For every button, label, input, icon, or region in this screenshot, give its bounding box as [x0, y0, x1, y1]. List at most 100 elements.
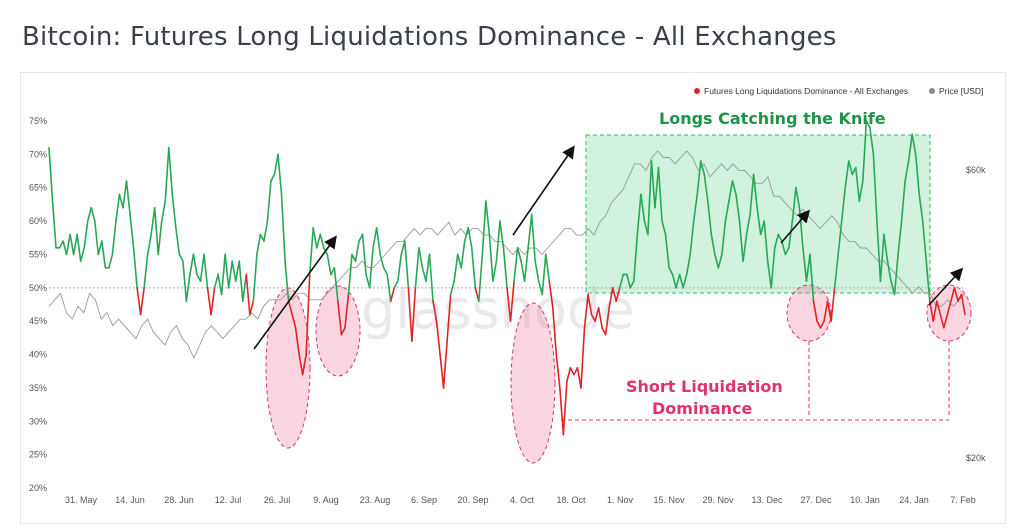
dominance-segment [650, 160, 656, 209]
dominance-segment [175, 226, 181, 256]
y-tick-label: 30% [29, 416, 47, 426]
x-tick-label: 29. Nov [702, 495, 734, 505]
dominance-segment [375, 226, 381, 256]
dominance-segment [136, 287, 142, 316]
x-tick-label: 23. Aug [360, 495, 391, 505]
dominance-segment [206, 287, 212, 316]
dominance-segment [470, 246, 477, 289]
dominance-segment [143, 253, 149, 289]
dominance-segment [146, 233, 152, 256]
dominance-segment [583, 293, 589, 329]
y-tick-label: 35% [29, 383, 47, 393]
dominance-segment [911, 133, 917, 156]
dominance-segment [224, 253, 230, 289]
dominance-segment [495, 220, 501, 262]
dominance-segment [921, 220, 928, 262]
dominance-segment [319, 233, 325, 249]
dominance-segment [618, 273, 625, 289]
dominance-segment [203, 253, 209, 289]
dominance-segment [551, 307, 558, 356]
dominance-segment [738, 220, 744, 262]
dominance-segment [513, 246, 519, 282]
dominance-segment [671, 273, 677, 289]
dominance-segment [608, 287, 614, 309]
short-dominance-ellipse-dec [786, 284, 832, 342]
dominance-segment [907, 133, 913, 162]
dominance-segment [629, 280, 635, 289]
dominance-segment [157, 220, 163, 256]
dominance-segment [467, 226, 473, 249]
legend-price[interactable]: Price [USD] [939, 86, 983, 96]
dominance-segment [432, 300, 438, 322]
dominance-segment [661, 220, 667, 236]
dominance-segment [407, 287, 413, 343]
dominance-segment [439, 353, 445, 389]
dominance-segment [548, 280, 554, 309]
dominance-segment [312, 226, 318, 249]
dominance-segment [580, 327, 586, 389]
dominance-segment [280, 193, 286, 262]
dominance-segment [544, 253, 551, 282]
dominance-segment [418, 246, 424, 269]
trend-arrow-2 [512, 145, 575, 236]
dominance-segment [178, 253, 184, 262]
dominance-segment [189, 253, 195, 276]
dominance-segment [425, 253, 431, 282]
dominance-segment [914, 153, 921, 196]
dominance-segment [101, 240, 107, 269]
dominance-segment [819, 320, 825, 329]
dominance-segment [865, 120, 871, 129]
dominance-segment [273, 153, 279, 176]
dominance-segment [492, 260, 498, 282]
dominance-segment [559, 387, 565, 436]
x-tick-label: 10. Jan [850, 495, 880, 505]
dominance-segment [950, 287, 956, 302]
dominance-segment [108, 253, 114, 269]
dominance-segment [699, 160, 706, 176]
dominance-segment [876, 220, 882, 282]
dominance-segment [685, 253, 692, 276]
dominance-segment [182, 260, 188, 302]
legend-dot-price [929, 88, 935, 94]
x-tick-label: 9. Aug [313, 495, 339, 505]
dominance-segment [763, 220, 769, 262]
dominance-segment [696, 160, 702, 196]
dominance-segment [925, 260, 931, 302]
dominance-segment [604, 307, 610, 336]
dominance-segment [62, 240, 68, 256]
dominance-segment [326, 253, 332, 276]
dominance-series [48, 120, 966, 436]
y-tick-label: 55% [29, 249, 47, 259]
dominance-segment [562, 380, 568, 436]
y-tick-label: 70% [29, 149, 47, 159]
annotation-dominance: Dominance [652, 399, 752, 418]
x-tick-label: 26. Jul [264, 495, 291, 505]
x-tick-label: 24. Jan [899, 495, 929, 505]
dominance-segment [122, 180, 128, 209]
dominance-segment [795, 186, 801, 209]
short-dominance-ellipse-aug [315, 285, 361, 377]
x-tick-label: 1. Nov [607, 495, 634, 505]
dominance-segment [129, 213, 135, 249]
dominance-segment [633, 233, 639, 282]
legend-dominance[interactable]: Futures Long Liquidations Dominance - Al… [704, 86, 908, 96]
dominance-segment [76, 233, 82, 262]
dominance-segment [742, 233, 748, 262]
dominance-segment [692, 193, 699, 222]
dominance-segment [647, 160, 653, 236]
dominance-segment [615, 287, 621, 302]
dominance-segment [640, 193, 646, 222]
dominance-segment [171, 193, 177, 229]
dominance-segment [305, 273, 311, 356]
dominance-segment [555, 353, 561, 389]
dominance-segment [780, 240, 787, 256]
dominance-segment [90, 206, 96, 222]
x-tick-label: 27. Dec [800, 495, 832, 505]
dominance-segment [231, 260, 237, 282]
dominance-segment [823, 300, 829, 322]
x-tick-label: 14. Jun [115, 495, 145, 505]
y-tick-label: 40% [29, 350, 47, 360]
dominance-segment [210, 287, 216, 316]
dominance-segment [308, 226, 315, 276]
dominance-segment [94, 220, 100, 256]
